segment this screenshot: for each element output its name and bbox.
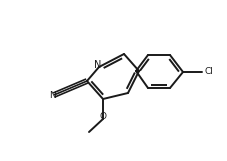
Text: N: N: [49, 90, 55, 99]
Text: Cl: Cl: [205, 67, 214, 76]
Text: N: N: [94, 60, 102, 70]
Text: O: O: [99, 112, 106, 121]
